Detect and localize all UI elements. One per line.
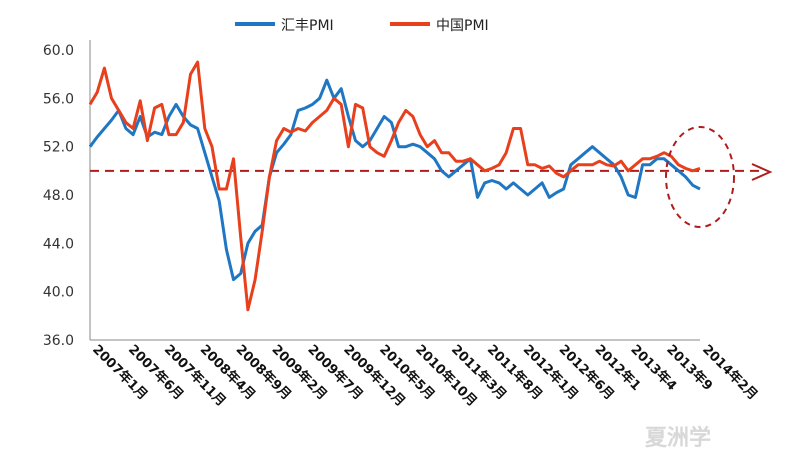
- series-lines: [88, 60, 701, 312]
- y-tick-label: 44.0: [43, 236, 74, 252]
- watermark: 夏洲学: [645, 425, 711, 451]
- y-axis-tick-labels: 36.0 40.0 44.0 48.0 52.0 56.0 60.0: [43, 43, 74, 349]
- reference-line-arrowhead: [751, 163, 773, 181]
- highlight-ellipse: [665, 126, 735, 228]
- y-tick-label: 52.0: [43, 140, 74, 156]
- x-tick-label: 2010年10月: [412, 342, 480, 410]
- series-line-1: [88, 78, 701, 282]
- legend-label-series-2: 中国PMI: [436, 18, 489, 34]
- y-tick-label: 40.0: [43, 285, 74, 301]
- x-tick-label: 2009年12月: [340, 342, 408, 410]
- x-axis-tick-labels: 2007年1月2007年6月2007年11月2008年4月2008年9月2009…: [89, 342, 761, 410]
- y-tick-label: 36.0: [43, 333, 74, 349]
- y-tick-label: 48.0: [43, 188, 74, 204]
- legend-label-series-1: 汇丰PMI: [281, 18, 334, 34]
- x-tick-label: 2014年2月: [699, 342, 761, 404]
- x-tick-label: 2007年11月: [161, 342, 229, 410]
- legend: 汇丰PMI 中国PMI: [235, 18, 489, 34]
- y-tick-label: 60.0: [43, 43, 74, 59]
- y-tick-label: 56.0: [43, 91, 74, 107]
- series-line-2: [88, 60, 701, 312]
